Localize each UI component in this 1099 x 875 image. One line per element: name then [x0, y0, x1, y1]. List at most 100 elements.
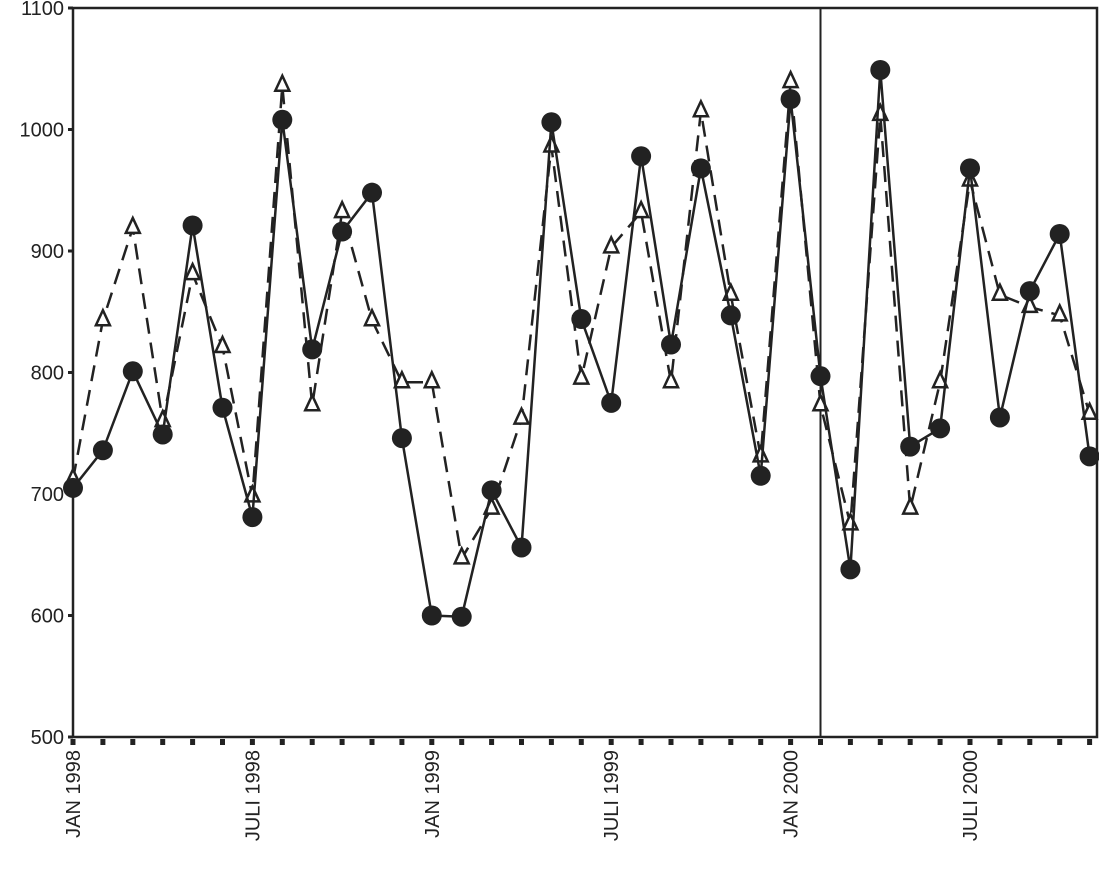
data-point-triangle — [841, 511, 860, 531]
data-point-triangle — [333, 199, 352, 219]
data-point-triangle — [93, 307, 112, 327]
x-tick — [548, 739, 554, 745]
data-point-circle — [122, 361, 143, 382]
x-tick — [638, 739, 644, 745]
data-point-circle — [900, 436, 921, 457]
x-tick-label: JAN 1998 — [63, 750, 85, 838]
y-tick-label: 800 — [31, 363, 64, 385]
data-point-triangle — [273, 72, 292, 93]
data-point-triangle — [1050, 302, 1069, 322]
data-point-triangle — [422, 369, 441, 389]
y-tick-label: 900 — [31, 241, 64, 263]
data-point-triangle — [392, 369, 411, 389]
x-tick — [788, 739, 794, 745]
x-tick — [877, 739, 883, 745]
x-tick — [519, 739, 524, 745]
data-point-circle — [601, 392, 622, 413]
data-point-triangle — [452, 545, 471, 565]
x-tick — [1087, 739, 1093, 745]
data-point-triangle — [602, 234, 621, 254]
data-point-circle — [870, 59, 891, 80]
data-point-triangle — [512, 405, 531, 425]
x-tick — [1057, 739, 1063, 745]
data-point-circle — [511, 537, 532, 558]
x-tick — [130, 739, 136, 745]
x-tick — [100, 739, 106, 745]
data-point-triangle — [691, 98, 710, 118]
data-point-circle — [631, 146, 652, 167]
data-point-triangle — [931, 369, 950, 389]
data-point-circle — [1049, 223, 1070, 244]
x-tick — [339, 739, 345, 745]
data-point-circle — [541, 112, 562, 133]
x-tick — [578, 739, 584, 745]
data-point-triangle — [303, 392, 322, 412]
x-tick — [249, 739, 255, 745]
data-point-circle — [242, 507, 263, 528]
data-point-circle — [1019, 281, 1040, 302]
data-point-triangle — [781, 69, 800, 89]
data-point-circle — [750, 465, 771, 486]
x-tick — [369, 739, 375, 745]
x-tick-label: JULI 1998 — [242, 750, 264, 841]
data-point-triangle — [662, 369, 680, 389]
data-point-circle — [212, 397, 233, 418]
x-tick — [818, 739, 823, 745]
data-point-circle — [960, 158, 980, 179]
series-solid-circles — [63, 59, 1099, 627]
x-tick — [190, 739, 196, 745]
data-point-triangle — [183, 261, 202, 281]
data-point-circle — [840, 559, 861, 580]
data-point-circle — [481, 480, 502, 501]
data-point-circle — [810, 366, 831, 387]
data-point-circle — [989, 407, 1010, 428]
data-point-circle — [92, 440, 113, 461]
data-point-circle — [451, 606, 472, 627]
x-tick — [489, 739, 495, 745]
y-tick-label: 500 — [31, 727, 64, 749]
x-tick — [847, 739, 853, 745]
x-tick — [967, 739, 973, 745]
x-tick — [160, 739, 166, 745]
x-tick-label: JULI 1999 — [601, 750, 623, 841]
x-tick-label: JAN 2000 — [781, 750, 803, 838]
data-point-circle — [1079, 446, 1099, 467]
x-tick — [608, 739, 614, 745]
data-point-circle — [362, 182, 382, 203]
x-tick — [698, 739, 704, 745]
data-point-circle — [690, 158, 711, 179]
data-point-triangle — [632, 199, 651, 219]
data-point-triangle — [901, 495, 920, 515]
data-point-circle — [571, 309, 592, 330]
data-point-triangle — [1080, 400, 1099, 421]
data-point-circle — [391, 428, 412, 449]
data-point-circle — [302, 339, 323, 360]
y-tick-label: 1000 — [20, 120, 65, 142]
data-point-triangle — [572, 365, 591, 385]
data-point-triangle — [990, 281, 1009, 301]
data-point-circle — [332, 221, 353, 242]
x-tick — [220, 739, 225, 745]
x-tick — [997, 739, 1003, 745]
data-point-triangle — [213, 334, 232, 354]
data-point-circle — [661, 334, 681, 355]
x-tick — [668, 739, 674, 745]
data-point-circle — [152, 424, 173, 445]
y-tick-label: 700 — [31, 484, 64, 506]
x-tick-label: JAN 1999 — [422, 750, 444, 838]
x-tick — [70, 739, 76, 745]
x-tick — [429, 739, 435, 745]
x-tick — [309, 739, 315, 745]
data-point-circle — [272, 109, 293, 130]
data-point-circle — [930, 418, 951, 439]
x-tick — [279, 739, 285, 745]
x-tick — [459, 739, 465, 745]
data-point-circle — [780, 89, 801, 110]
x-tick — [728, 739, 734, 745]
data-point-triangle — [363, 307, 381, 327]
data-point-circle — [720, 305, 741, 326]
x-tick — [1027, 739, 1033, 745]
x-tick — [758, 739, 764, 745]
y-tick-label: 600 — [31, 606, 64, 628]
